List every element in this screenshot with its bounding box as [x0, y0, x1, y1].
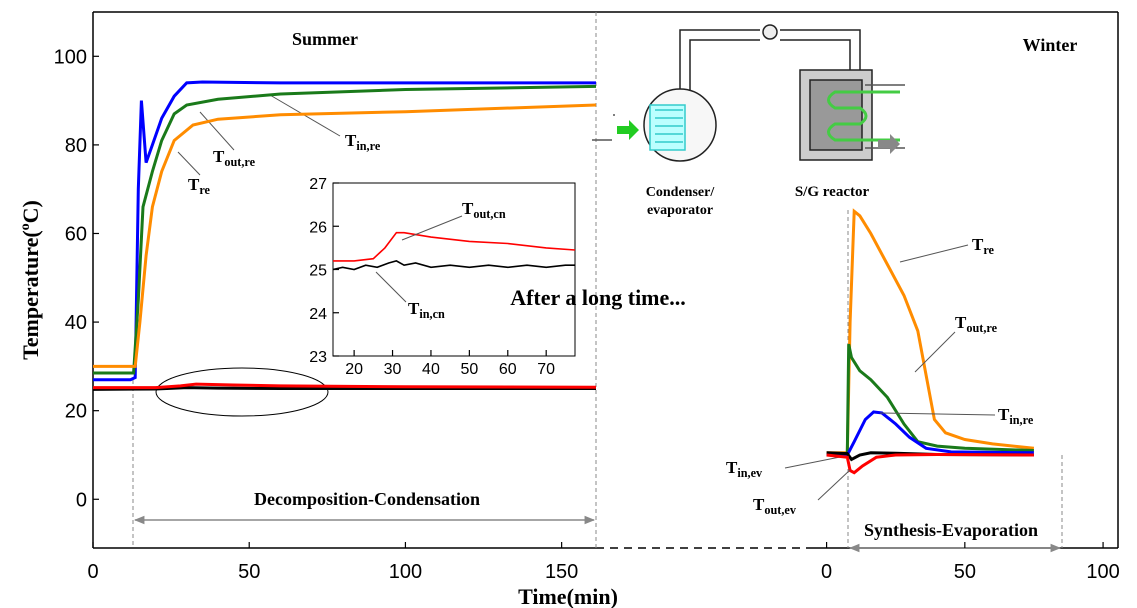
label-sub: out,cn: [473, 207, 505, 221]
label-sub: re: [199, 183, 210, 197]
data-line: [93, 103, 597, 368]
highlight-ellipse: [155, 367, 329, 417]
series-label: Tout,ev: [753, 495, 797, 517]
label-sub: out,re: [966, 321, 997, 335]
y-tick-label: 0: [76, 489, 87, 511]
label-sub: out,ev: [764, 503, 796, 517]
data-line: [826, 452, 1034, 475]
leader-line: [199, 111, 235, 151]
x-tick-label: 100: [389, 561, 422, 583]
leader-line: [899, 244, 969, 263]
leader-line: [879, 412, 996, 416]
x-axis-label: Time(min): [518, 584, 618, 608]
series-label: Tout,re: [213, 147, 256, 169]
data-line: [826, 343, 1034, 457]
label-base: T: [998, 405, 1010, 424]
diagram-label: evaporator: [647, 203, 713, 218]
series-label: Tre: [972, 235, 995, 257]
data-line: [333, 231, 576, 262]
y-label-sup: o: [18, 223, 33, 230]
x-tick-label: 50: [460, 361, 478, 378]
label-sub: in,cn: [419, 307, 445, 321]
label-base: T: [213, 147, 225, 166]
y-tick-label: 23: [309, 349, 327, 366]
x-tick-label: 0: [87, 561, 98, 583]
diagram-label: Condenser/: [646, 185, 716, 200]
data-line: [826, 208, 1035, 455]
y-label-end: C): [18, 200, 43, 223]
y-tick-label: 80: [65, 135, 87, 157]
x-tick-label: 100: [1086, 561, 1119, 583]
panel-title: Winter: [1023, 35, 1078, 55]
label-sub: out,re: [224, 155, 255, 169]
y-tick-label: 100: [54, 46, 87, 68]
leader-line: [177, 151, 201, 176]
label-base: T: [408, 299, 420, 318]
label-base: T: [753, 495, 765, 514]
x-tick-label: 150: [545, 561, 578, 583]
y-axis-label: Temperature(oC): [18, 200, 43, 360]
data-line: [332, 260, 575, 271]
label-base: T: [726, 458, 738, 477]
x-tick-label: 20: [345, 361, 363, 378]
series-label: Tout,cn: [462, 199, 506, 221]
x-tick-label: 30: [384, 361, 402, 378]
leader-line: [401, 215, 463, 241]
label-base: T: [345, 131, 357, 150]
inset-frame: [332, 182, 576, 357]
y-tick-label: 25: [309, 263, 327, 280]
label-sub: in,re: [356, 139, 380, 153]
x-tick-label: 60: [499, 361, 517, 378]
system-diagram: [592, 24, 905, 162]
panel-title: Summer: [292, 29, 358, 49]
x-tick-label: 40: [422, 361, 440, 378]
y-tick-label: 40: [65, 312, 87, 334]
y-tick-label: 27: [309, 176, 327, 193]
x-tick-label: 0: [821, 561, 832, 583]
label-base: T: [972, 235, 984, 254]
x-tick-label: 50: [238, 561, 260, 583]
y-tick-label: 24: [309, 306, 327, 323]
y-label-text: Temperature(: [18, 230, 43, 360]
note: After a long time...: [510, 285, 686, 310]
diagram-label: S/G reactor: [795, 184, 870, 200]
series-label: Tout,re: [955, 313, 998, 335]
label-sub: in,re: [1009, 413, 1033, 427]
label-base: T: [188, 175, 200, 194]
x-tick-label: 50: [954, 561, 976, 583]
frame: [92, 11, 1119, 549]
x-tick-label: 70: [537, 361, 555, 378]
series-label: Tre: [188, 175, 211, 197]
leader-line: [914, 331, 956, 373]
annotation: Synthesis-Evaporation: [864, 520, 1038, 540]
label-sub: re: [983, 243, 994, 257]
y-tick-label: 60: [65, 223, 87, 245]
series-label: Tin,ev: [726, 458, 763, 480]
data-line: [93, 84, 597, 375]
data-line: [93, 382, 597, 390]
series-label: Tin,re: [998, 405, 1034, 427]
label-sub: in,ev: [737, 466, 763, 480]
annotation: Decomposition-Condensation: [254, 489, 480, 509]
leader-line: [784, 455, 846, 469]
series-label: Tin,cn: [408, 299, 445, 321]
label-base: T: [462, 199, 474, 218]
label-base: T: [955, 313, 967, 332]
guide-lines: [132, 12, 1063, 548]
y-tick-label: 20: [65, 401, 87, 423]
series-label: Tin,re: [345, 131, 381, 153]
leader-line: [375, 271, 407, 303]
leader-line: [817, 469, 851, 501]
range-arrows: [133, 515, 1062, 553]
y-tick-label: 26: [309, 219, 327, 236]
